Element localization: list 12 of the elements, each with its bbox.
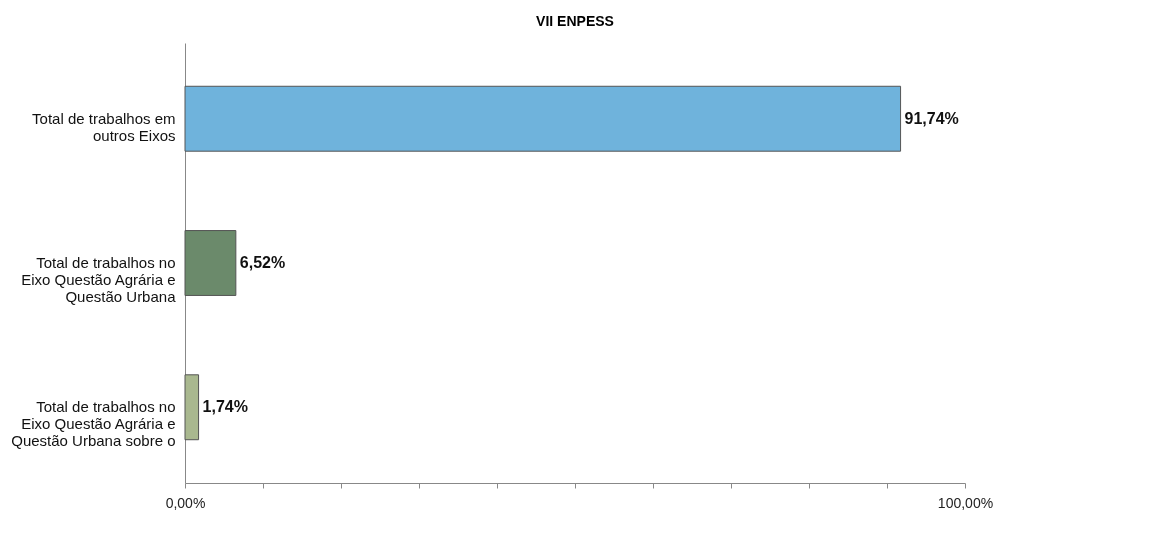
data-label: 1,74%: [202, 398, 248, 416]
bar: [184, 374, 200, 441]
data-label: 6,52%: [239, 254, 286, 271]
x-tick-label: 100,00%: [937, 494, 994, 511]
x-tick-label: 0,00%: [165, 494, 206, 511]
data-label: 91,74%: [904, 109, 959, 127]
chart-title: VII ENPESS: [536, 13, 614, 29]
y-tick-label: Total de trabalhos no Eixo Questão Agrária e Questão Urbana: [21, 254, 177, 305]
y-tick-label: Total de trabalhos em outros Eixos: [32, 109, 176, 144]
bar: [184, 230, 237, 296]
y-tick-label: Total de trabalhos no Eixo Questão Agrária e Questão Urbana sobre o: [11, 398, 176, 450]
bar: [184, 85, 902, 152]
